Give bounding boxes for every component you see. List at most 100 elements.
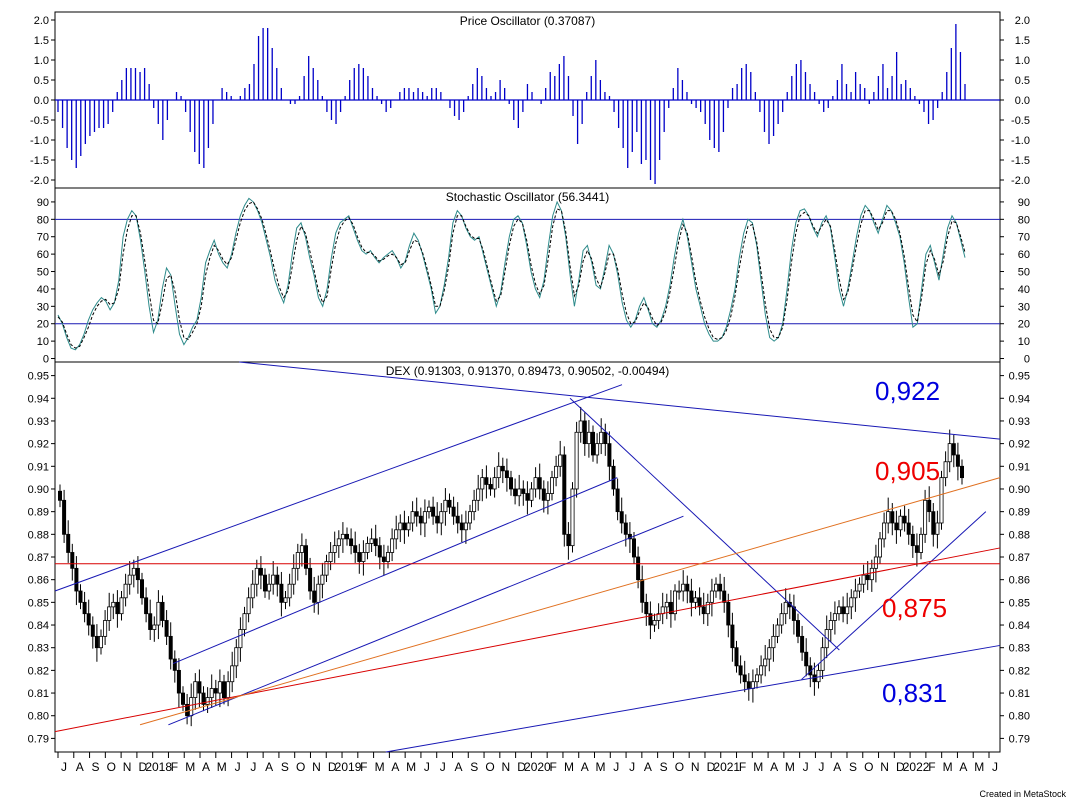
annotation-label: 0,875 [882,593,947,623]
candle-body [898,515,903,531]
candle-body [632,538,637,558]
support-line-0831 [385,644,1001,753]
candle-body [771,635,776,649]
candle-body [841,606,846,615]
y-tick-label-left: 40 [37,284,49,296]
y-tick-label-left: -2.0 [30,175,49,187]
candle-body [537,477,542,490]
resistance-line-0922 [239,361,1001,440]
candle-body [656,613,661,621]
x-tick-label: D [139,760,148,774]
red-trend-line-0875 [54,547,1001,733]
candle-body [160,601,165,621]
candle-body [476,488,481,501]
x-tick-label: J [629,760,635,774]
candle-body [923,499,928,535]
candle-body [324,561,329,576]
y-tick-label-right: 90 [1018,197,1030,209]
candle-body [558,454,563,467]
candle-body [275,574,280,585]
x-tick-label: M [564,760,574,774]
candle-body [652,620,657,626]
candle-body [570,488,575,547]
y-tick-label-right: -2.0 [1011,175,1030,187]
candle-body [882,522,887,540]
candle-body [484,477,489,485]
candle-body [574,431,579,490]
panel-frame-2 [54,187,1001,363]
footer-credit: Created in MetaStock [979,789,1066,799]
candle-body [615,488,620,513]
y-tick-label-left: 1.0 [34,55,49,67]
candle-body [759,665,764,676]
candle-body [705,601,710,615]
candle-body [156,601,161,626]
candle-body [353,545,358,553]
candle-body [90,624,95,637]
candle-body [320,574,325,585]
y-tick-label-left: 0.0 [34,95,49,107]
candle-body [131,567,136,576]
x-tick-label: M [785,760,795,774]
candle-body [148,613,153,630]
candle-body [312,590,317,603]
candle-body [209,688,214,698]
candle-body [550,477,555,494]
candle-body [336,538,341,547]
y-tick-label-left: 0.91 [28,461,49,473]
x-tick-label: F [171,760,178,774]
candle-body [779,613,784,626]
candle-body [693,597,698,603]
candle-body [340,533,345,540]
candle-body [168,635,173,660]
candle-body [566,533,571,547]
x-tick-label: M [375,760,385,774]
candle-body [213,688,218,694]
candle-body [513,488,518,497]
candle-body [935,522,940,535]
candle-body [328,552,333,562]
candle-body [201,692,206,705]
x-tick-label: A [76,760,84,774]
candle-body [554,465,559,479]
candle-body [660,606,665,615]
y-tick-label-left: 0.84 [28,620,49,632]
candle-body [271,574,276,585]
candle-body [459,522,464,531]
x-tick-label: O [675,760,684,774]
candle-body [115,601,120,615]
candle-body [410,511,415,524]
candle-body [767,647,772,660]
y-tick-label-left: 0.88 [28,529,49,541]
x-tick-label: M [974,760,984,774]
y-tick-label-right: 0.81 [1009,688,1030,700]
x-tick-label: M [596,760,606,774]
y-tick-label-left: 0.79 [28,733,49,745]
y-tick-label-left: 10 [37,336,49,348]
candle-body [439,511,444,524]
x-tick-label: N [501,760,510,774]
candle-body [939,477,944,524]
x-tick-label: J [424,760,430,774]
candle-body [246,597,251,615]
candle-body [873,556,878,569]
candle-body [344,533,349,540]
y-tick-label-right: 0.86 [1009,575,1030,587]
x-tick-label: S [660,760,668,774]
candle-body [127,574,132,585]
candle-body [578,420,583,433]
y-tick-label-left: -1.0 [30,135,49,147]
x-tick-label: S [470,760,478,774]
candle-body [603,431,608,445]
candle-body [123,583,128,599]
x-tick-label: J [992,760,998,774]
y-tick-label-left: 0.92 [28,439,49,451]
x-tick-label: A [833,760,841,774]
x-tick-label: F [549,760,556,774]
candle-body [152,624,157,630]
candle-body [644,601,649,615]
y-tick-label-right: 0.79 [1009,733,1030,745]
x-tick-label: 2021 [713,760,740,774]
candle-body [406,522,411,531]
